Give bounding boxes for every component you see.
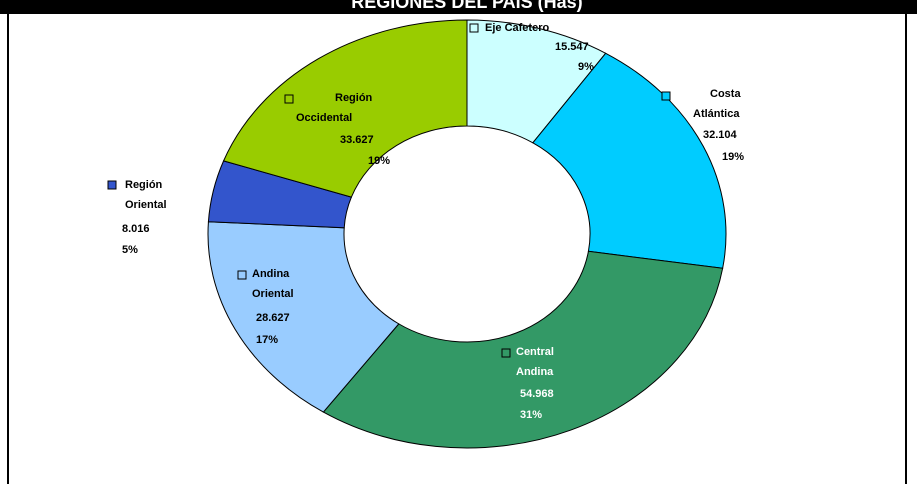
data-label-name: Eje Cafetero xyxy=(485,22,549,34)
legend-swatch xyxy=(107,180,117,190)
donut-slice xyxy=(222,19,468,198)
chart-title: REGIONES DEL PAÍS (Has) xyxy=(351,0,582,12)
data-label-percent: 5% xyxy=(122,244,138,256)
data-label-value: 15.547 xyxy=(555,41,589,53)
data-label-name: Región Oriental xyxy=(125,179,167,211)
data-label-name: Costa Atlántica xyxy=(693,88,741,120)
legend-swatch xyxy=(501,348,511,358)
data-label-name: Central Andina xyxy=(516,346,554,378)
data-label-value: 54.968 xyxy=(520,388,554,400)
data-label-value: 8.016 xyxy=(122,223,150,235)
legend-swatch xyxy=(237,270,247,280)
data-label-percent: 17% xyxy=(256,334,278,346)
data-label-percent: 19% xyxy=(368,155,390,167)
data-label-name: Región Occidental xyxy=(296,92,373,124)
legend-swatch xyxy=(469,23,479,33)
title-bar xyxy=(0,0,917,14)
data-label-percent: 31% xyxy=(520,409,542,421)
data-label-value: 28.627 xyxy=(256,312,290,324)
donut-slice xyxy=(207,221,400,413)
data-label-value: 33.627 xyxy=(340,134,374,146)
legend-swatch xyxy=(661,91,671,101)
donut-slice xyxy=(322,250,724,449)
data-label-value: 32.104 xyxy=(703,129,738,141)
data-label-name: Andina Oriental xyxy=(252,268,294,300)
data-label-percent: 9% xyxy=(578,61,594,73)
legend-swatch xyxy=(284,94,294,104)
data-label-percent: 19% xyxy=(722,151,744,163)
